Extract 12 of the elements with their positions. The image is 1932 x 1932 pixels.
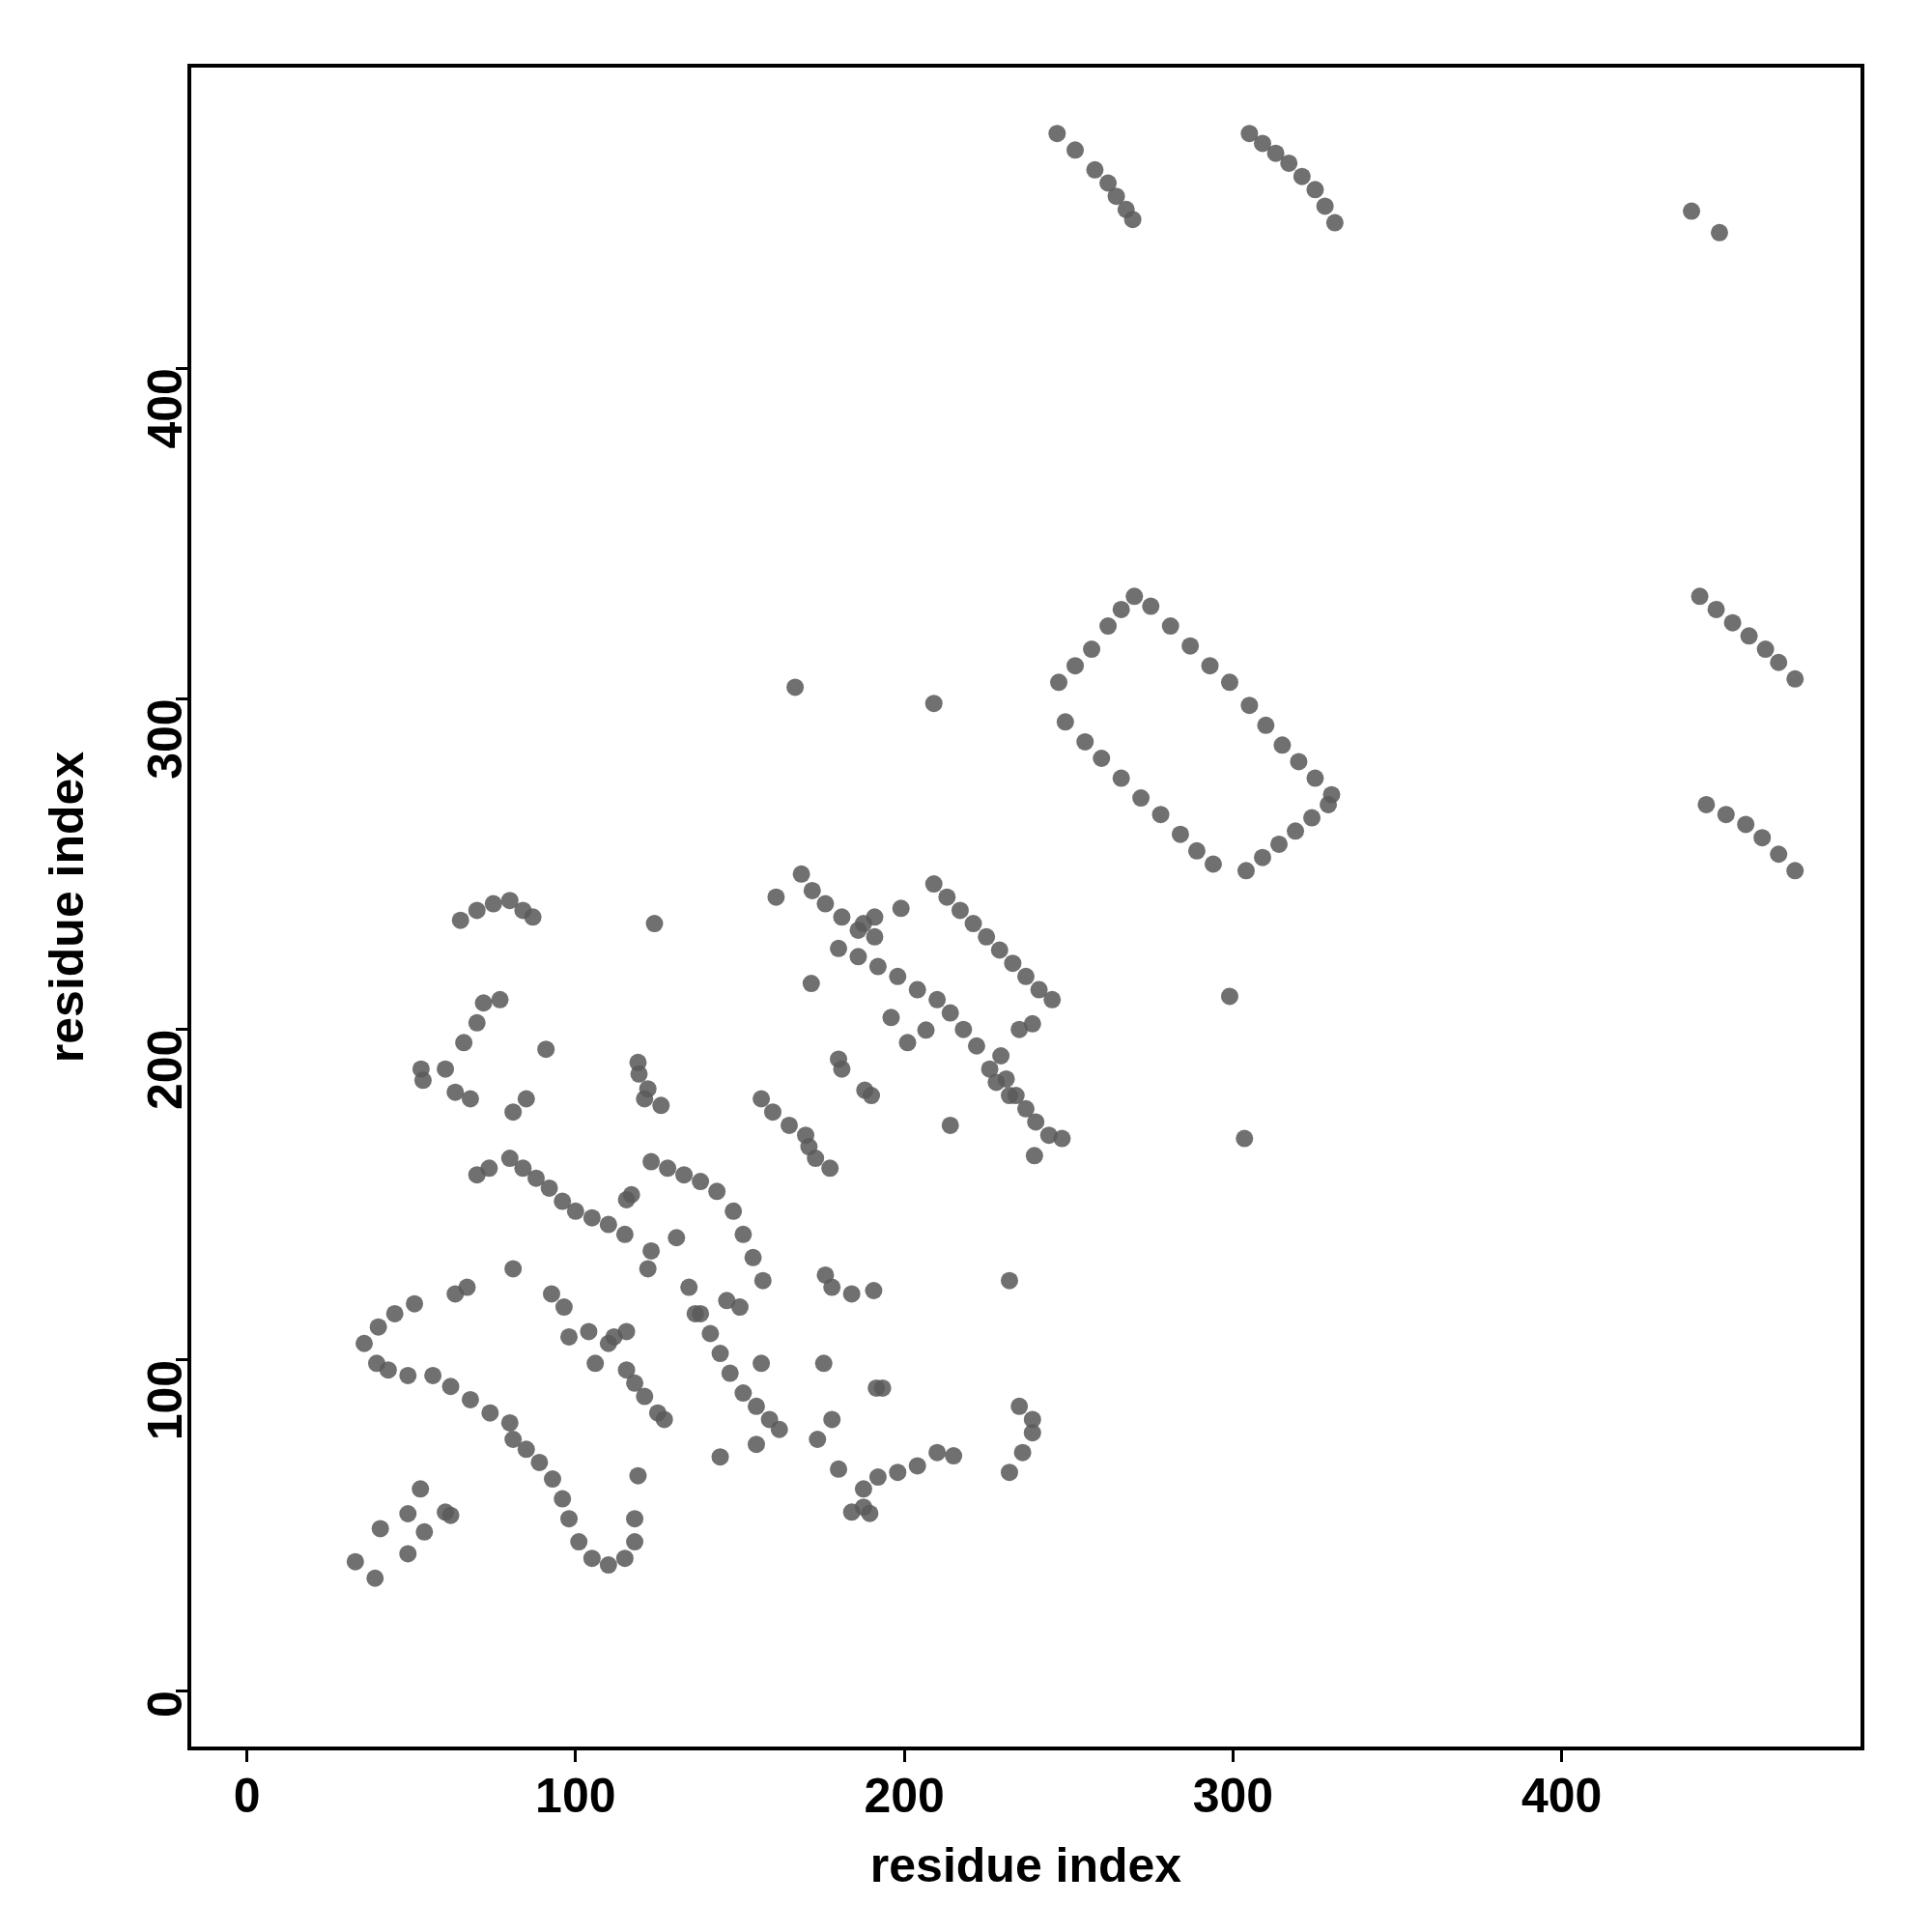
x-tick-label: 0 [233,1768,261,1823]
x-axis-title: residue index [869,1837,1182,1892]
x-tick-label: 300 [1192,1768,1274,1823]
y-axis-title: residue index [39,751,94,1064]
y-tick-label: 400 [137,368,192,449]
y-tick-label: 0 [137,1690,192,1718]
y-tick-label: 300 [137,698,192,780]
x-tick-label: 400 [1520,1768,1603,1823]
x-tick-label: 100 [535,1768,616,1823]
y-tick-label: 200 [137,1029,192,1111]
y-tick-label: 100 [137,1359,192,1441]
x-tick-label: 200 [864,1768,945,1823]
